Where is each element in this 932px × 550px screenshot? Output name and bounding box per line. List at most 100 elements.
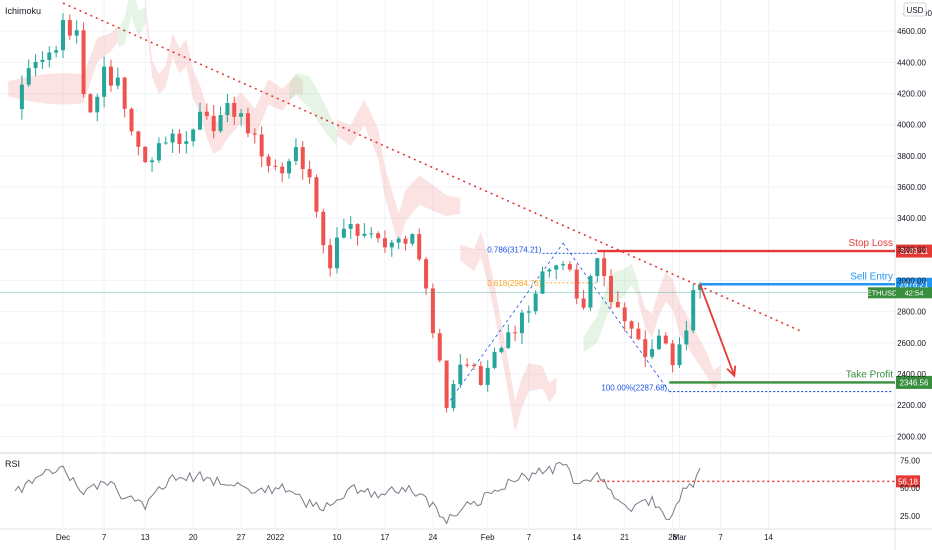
rsi-value-label: 56.18 bbox=[898, 477, 919, 486]
candle-body bbox=[554, 265, 559, 270]
candle-body bbox=[533, 293, 538, 312]
price-tick-label: 4400.00 bbox=[897, 58, 926, 67]
time-tick-label: Feb bbox=[481, 533, 495, 542]
candle-body bbox=[204, 111, 209, 116]
fib-label-0618: 0.618(2984.73) bbox=[487, 279, 542, 288]
level-price-label-1: 2976.21 bbox=[900, 280, 929, 289]
candle-body bbox=[95, 96, 100, 113]
price-tick-label: 2800.00 bbox=[897, 308, 926, 317]
time-tick-label: 7 bbox=[718, 533, 723, 542]
time-tick-label: 7 bbox=[102, 533, 107, 542]
candle-body bbox=[540, 271, 545, 294]
candle-body bbox=[499, 347, 504, 353]
cloud-segment bbox=[460, 232, 557, 432]
candle-body bbox=[245, 113, 250, 134]
level-price-label-0: 3189.11 bbox=[900, 247, 929, 256]
time-tick-label: Dec bbox=[56, 533, 70, 542]
candle-body bbox=[451, 384, 456, 409]
candle-body bbox=[108, 66, 113, 86]
rsi-tick-label: 75.00 bbox=[900, 457, 921, 466]
candle-body bbox=[211, 115, 216, 132]
candle-body bbox=[656, 335, 661, 350]
candle-body bbox=[81, 30, 86, 95]
candle-body bbox=[362, 233, 367, 236]
candle-body bbox=[280, 166, 285, 174]
candle-body bbox=[122, 77, 127, 109]
candle-body bbox=[74, 30, 79, 36]
fibonacci-retracement: 0.786(3174.21) 0.618(2984.73) 100.00%(2287… bbox=[446, 242, 893, 406]
candle-body bbox=[389, 242, 394, 248]
candle-body bbox=[581, 298, 586, 308]
candle-body bbox=[403, 238, 408, 244]
price-tick-label: 2000.00 bbox=[897, 432, 926, 441]
candle-body bbox=[424, 259, 429, 289]
candle-body bbox=[437, 333, 442, 361]
candle-body bbox=[588, 276, 593, 308]
level-price-label-2: 2346.56 bbox=[900, 378, 929, 387]
candle-body bbox=[519, 312, 524, 334]
candle-body bbox=[163, 142, 168, 144]
candle-body bbox=[595, 258, 600, 277]
candle-body bbox=[472, 364, 476, 367]
candle-body bbox=[102, 66, 107, 97]
price-tick-label: 2600.00 bbox=[897, 339, 926, 348]
candle-body bbox=[574, 269, 579, 299]
candle-body bbox=[629, 321, 634, 329]
fib-label-100: 100.00%(2287.68) bbox=[601, 384, 667, 393]
candle-body bbox=[465, 364, 470, 366]
candle-body bbox=[485, 367, 490, 385]
candle-body bbox=[54, 50, 59, 53]
candle-body bbox=[293, 147, 298, 162]
fib-label-0786: 0.786(3174.21) bbox=[487, 245, 542, 254]
time-tick-label: 7 bbox=[527, 533, 532, 542]
ichimoku-cloud bbox=[8, 0, 721, 432]
candle-body bbox=[26, 68, 31, 85]
projection-arrow-shaft bbox=[699, 283, 736, 376]
candle-body bbox=[232, 103, 237, 117]
countdown-label: 42:54 bbox=[905, 288, 924, 297]
price-tick-label: 4000.00 bbox=[897, 121, 926, 130]
candle-body bbox=[321, 211, 326, 246]
time-tick-label: 27 bbox=[237, 533, 246, 542]
candle-body bbox=[88, 94, 93, 113]
currency-badge[interactable]: USD bbox=[907, 6, 924, 15]
candle-body bbox=[239, 113, 244, 117]
candle-body bbox=[458, 364, 463, 385]
level-name-2: Take Profit bbox=[846, 369, 893, 380]
candle-body bbox=[355, 224, 360, 236]
price-tick-label: 3600.00 bbox=[897, 183, 926, 192]
candle-body bbox=[670, 343, 675, 366]
candle-body bbox=[643, 339, 648, 357]
level-name-0: Stop Loss bbox=[849, 238, 893, 249]
candle-body bbox=[410, 234, 415, 244]
price-tick-label: 4600.00 bbox=[897, 27, 926, 36]
candle-body bbox=[609, 276, 613, 302]
candle-body bbox=[19, 84, 24, 110]
price-tick-label: 4200.00 bbox=[897, 90, 926, 99]
candle-body bbox=[115, 77, 120, 86]
time-tick-label: 24 bbox=[428, 533, 437, 542]
fib-swing-leg-2 bbox=[562, 242, 670, 392]
rsi-tick-label: 25.00 bbox=[900, 512, 921, 521]
currency-badge-box[interactable] bbox=[903, 2, 927, 17]
time-tick-label: 14 bbox=[764, 533, 773, 542]
candle-body bbox=[650, 349, 655, 357]
candle-body bbox=[300, 147, 305, 170]
candle-body bbox=[287, 161, 292, 174]
time-tick-label: 20 bbox=[189, 533, 198, 542]
candle-body bbox=[40, 59, 45, 62]
time-tick-label: 14 bbox=[572, 533, 581, 542]
candle-body bbox=[547, 269, 552, 272]
candle-body bbox=[430, 288, 435, 334]
candle-body bbox=[478, 366, 483, 385]
candle-body bbox=[143, 146, 148, 163]
price-tick-label: 3800.00 bbox=[897, 152, 926, 161]
cloud-segment bbox=[583, 263, 639, 353]
cloud-segment bbox=[117, 0, 146, 47]
rsi-line bbox=[14, 461, 701, 525]
level-name-1: Sell Entry bbox=[850, 271, 893, 282]
time-tick-label: 10 bbox=[333, 533, 342, 542]
candle-body bbox=[225, 103, 230, 116]
